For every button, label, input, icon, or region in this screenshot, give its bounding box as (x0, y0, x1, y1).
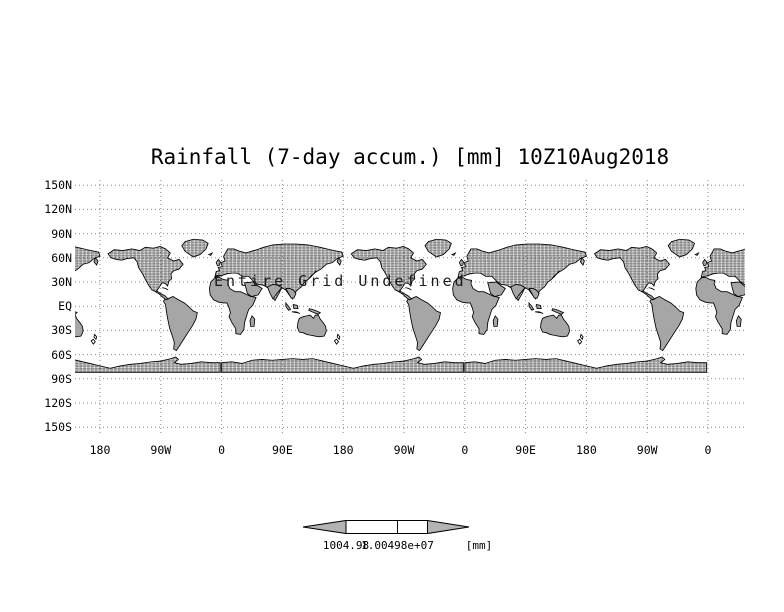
y-axis-label: 120S (44, 396, 72, 410)
y-axis-label: 120N (44, 202, 72, 216)
colorbar (302, 519, 470, 535)
y-axis-label: 60N (51, 251, 72, 265)
y-axis-label: 60S (51, 348, 72, 362)
y-axis-label: 90N (51, 227, 72, 241)
colorbar-left-arrow (302, 519, 347, 535)
x-axis-label: 90W (393, 443, 415, 457)
y-axis-label: 30S (51, 323, 72, 337)
x-axis-label: 0 (218, 443, 226, 457)
y-axis-label: EQ (58, 299, 72, 313)
y-axis-label: 150N (44, 178, 72, 192)
x-axis-label: 90E (515, 443, 536, 457)
colorbar-right-arrow (427, 519, 470, 535)
colorbar-max-label: 1.00498e+07 (361, 539, 434, 552)
colorbar-segment-2 (397, 520, 428, 534)
colorbar-units-label: [mm] (465, 539, 493, 552)
y-axis-label: 90S (51, 372, 72, 386)
plot-title: Rainfall (7-day accum.) [mm] 10Z10Aug201… (150, 145, 670, 169)
x-axis-label: 0 (461, 443, 469, 457)
y-axis-label: 30N (51, 275, 72, 289)
x-axis-label: 90W (150, 443, 172, 457)
y-axis-label: 150S (44, 420, 72, 434)
x-axis-label: 0 (704, 443, 712, 457)
x-axis-label: 180 (332, 443, 354, 457)
x-axis-label: 90W (636, 443, 658, 457)
colorbar-min-label: 1004.98 (322, 539, 370, 552)
x-axis-label: 90E (272, 443, 293, 457)
grid-undefined-message: Entire Grid Undefined (214, 272, 467, 290)
x-axis-label: 180 (89, 443, 111, 457)
gridlines (75, 180, 745, 435)
colorbar-segment-1 (345, 520, 398, 534)
x-axis-label: 180 (576, 443, 597, 457)
